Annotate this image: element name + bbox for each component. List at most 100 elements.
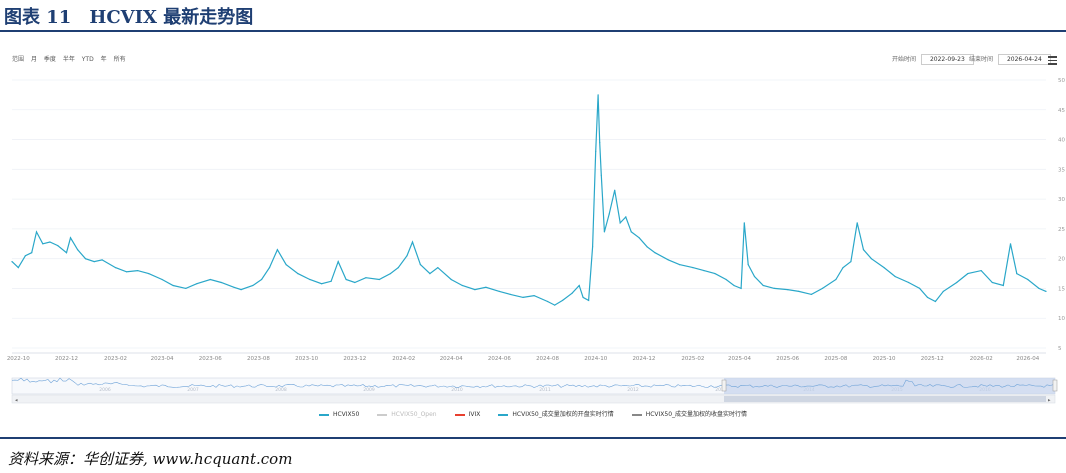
- x-tick-label: 2024-08: [536, 356, 559, 362]
- data-point: [485, 286, 487, 288]
- data-point: [77, 249, 79, 251]
- data-point: [547, 300, 549, 303]
- y-tick-label: 30: [1058, 197, 1065, 203]
- data-point: [747, 264, 749, 266]
- data-point: [365, 277, 367, 279]
- data-point: [84, 258, 87, 260]
- data-point: [630, 231, 632, 233]
- data-point: [378, 278, 380, 281]
- start-date-input[interactable]: 2022-09-23: [920, 54, 974, 65]
- data-point: [599, 141, 601, 144]
- data-point: [461, 284, 463, 287]
- legend-swatch-icon: [454, 413, 465, 416]
- data-point: [49, 241, 51, 243]
- x-tick-label: 2025-02: [681, 356, 704, 362]
- navigator-year-label: 2011: [539, 387, 551, 393]
- navigator[interactable]: 2006200720082009201020112012201320142015…: [11, 377, 1066, 404]
- x-tick-label: 2024-04: [440, 356, 463, 362]
- data-point: [582, 296, 584, 298]
- data-point: [714, 273, 716, 275]
- data-point: [562, 299, 564, 301]
- data-point: [337, 261, 339, 263]
- data-point: [137, 270, 139, 272]
- data-point: [276, 249, 278, 251]
- data-point: [125, 271, 128, 273]
- range-button-quarter[interactable]: 季度: [43, 56, 56, 63]
- data-point: [509, 293, 511, 295]
- data-point: [614, 189, 616, 191]
- data-point: [692, 267, 694, 269]
- legend-swatch-icon: [318, 413, 329, 416]
- x-tick-label: 2023-10: [295, 356, 318, 362]
- range-button-month[interactable]: 月: [30, 56, 37, 63]
- hamburger-menu-icon[interactable]: [1048, 56, 1057, 67]
- bottom-rule: [0, 437, 1066, 439]
- y-tick-label: 25: [1058, 227, 1065, 233]
- data-point: [740, 287, 742, 289]
- x-axis: 2022-10 2022-12 2023-02 2023-04 2023-06 2023-…: [7, 352, 1046, 362]
- y-tick-label: 15: [1058, 286, 1065, 292]
- navigator-right-handle: [1052, 379, 1058, 392]
- legend: HCVIX50 HCVIX50_Open IVIX HCVIX50_成交量加权的开盘实…: [0, 409, 1066, 418]
- legend-item[interactable]: HCVIX50_成交量加权的开盘实时行情: [498, 409, 614, 418]
- data-point: [1016, 273, 1018, 275]
- data-point: [57, 245, 59, 247]
- x-tick-label: 2026-04: [1016, 356, 1039, 362]
- data-point: [870, 258, 873, 260]
- data-point: [862, 249, 865, 251]
- data-point: [667, 259, 670, 261]
- legend-item[interactable]: HCVIX50_成交量加权的收盘实时行情: [631, 409, 747, 418]
- data-point: [309, 278, 311, 281]
- data-point: [172, 284, 174, 287]
- data-point: [240, 289, 242, 291]
- data-point: [65, 252, 68, 254]
- grid: [12, 79, 1046, 349]
- data-point: [842, 267, 844, 269]
- source-note: 资料来源：华创证券, www.hcquant.com: [8, 450, 293, 468]
- data-point: [835, 278, 837, 281]
- data-point: [798, 290, 800, 292]
- data-point: [474, 289, 476, 291]
- data-point: [196, 283, 198, 285]
- legend-item[interactable]: HCVIX50_Open: [377, 411, 437, 418]
- data-point: [646, 246, 648, 248]
- scroll-left-arrow: ◂: [15, 398, 18, 404]
- range-button-half-year[interactable]: 半年: [62, 56, 75, 63]
- data-point: [161, 278, 163, 281]
- x-tick-label: 2024-10: [584, 356, 607, 362]
- data-point: [725, 278, 727, 281]
- navigator-series-line: [11, 377, 1054, 388]
- legend-item[interactable]: IVIX: [454, 411, 480, 418]
- data-point: [450, 278, 452, 281]
- data-point: [787, 289, 789, 291]
- data-point: [942, 290, 944, 292]
- data-point: [429, 273, 431, 275]
- data-point: [980, 270, 982, 272]
- data-point: [209, 278, 211, 281]
- range-button-ytd[interactable]: YTD: [81, 56, 94, 63]
- range-button-all[interactable]: 所有: [113, 56, 126, 63]
- data-point: [678, 264, 681, 266]
- legend-item[interactable]: HCVIX50: [318, 411, 359, 418]
- x-tick-label: 2023-08: [247, 356, 270, 362]
- legend-label: HCVIX50_成交量加权的开盘实时行情: [512, 411, 614, 418]
- legend-swatch-icon: [377, 413, 388, 416]
- range-button-year[interactable]: 年: [100, 56, 107, 63]
- data-point: [1002, 284, 1004, 287]
- data-point: [345, 278, 347, 281]
- data-point: [934, 300, 937, 303]
- x-tick-label: 2023-12: [343, 356, 366, 362]
- data-point: [821, 287, 824, 289]
- data-point: [638, 237, 640, 239]
- x-tick-label: 2023-04: [151, 356, 174, 362]
- data-point: [592, 246, 594, 248]
- y-tick-label: 45: [1058, 108, 1065, 114]
- navigator-year-label: 2009: [363, 387, 375, 393]
- legend-label: HCVIX50_Open: [391, 411, 437, 418]
- x-tick-label: 2023-06: [199, 356, 222, 362]
- data-point: [11, 261, 13, 263]
- data-point: [330, 280, 332, 282]
- x-tick-label: 2026-02: [970, 356, 993, 362]
- data-point: [753, 275, 756, 278]
